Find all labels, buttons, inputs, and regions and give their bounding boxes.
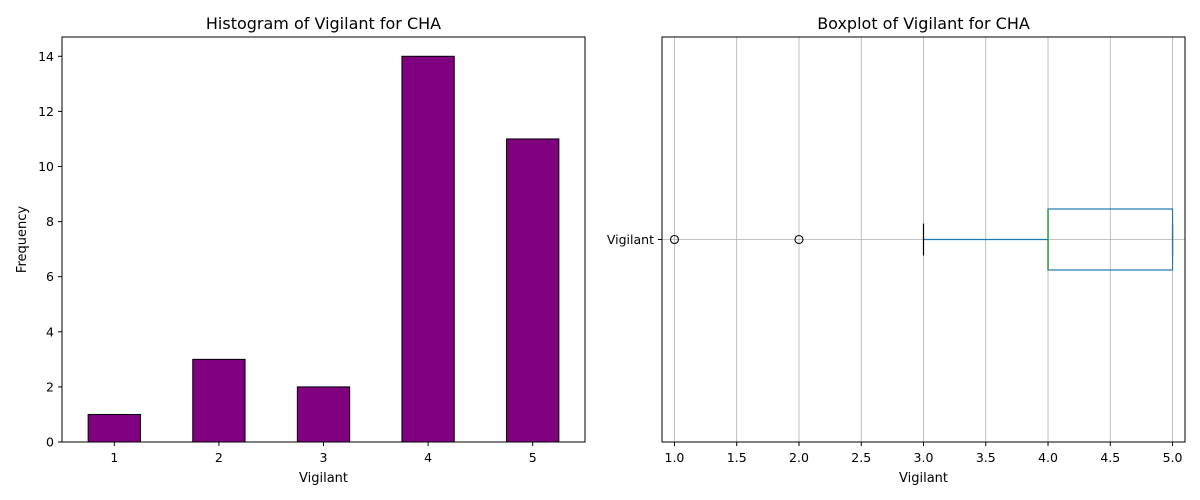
boxplot-x-tick-label: 4.5 — [1100, 450, 1120, 465]
histogram-bar — [296, 386, 351, 443]
histogram-plot-frame — [61, 36, 586, 443]
boxplot-outlier — [669, 234, 680, 245]
histogram-y-tick-label: 2 — [46, 379, 54, 394]
boxplot-x-tick-label: 1.0 — [665, 450, 685, 465]
boxplot-x-tick-label: 5.0 — [1163, 450, 1183, 465]
histogram-bars — [87, 55, 560, 443]
boxplot-body — [669, 208, 1174, 271]
boxplot-x-axis-label: Vigilant — [899, 471, 948, 486]
boxplot-x-tick-label: 2.0 — [789, 450, 809, 465]
histogram-x-tick-label: 4 — [424, 450, 432, 465]
boxplot-outlier — [794, 234, 804, 245]
histogram-y-tick-label: 14 — [38, 49, 54, 64]
boxplot-panel: Boxplot of Vigilant for CHA 1.0 1.5 2.0 2.5… — [607, 14, 1186, 486]
histogram-x-tick-label: 5 — [529, 450, 537, 465]
histogram-y-axis-label: Frequency — [15, 206, 30, 273]
boxplot-x-tick-label: 3.5 — [976, 450, 996, 465]
histogram-x-axis-label: Vigilant — [299, 471, 348, 486]
boxplot-x-ticks: 1.0 1.5 2.0 2.5 3.0 3.5 4.0 4.5 5.0 — [665, 442, 1183, 465]
histogram-y-tick-label: 12 — [38, 104, 54, 119]
boxplot-x-tick-label: 3.0 — [914, 450, 934, 465]
histogram-bar — [192, 358, 246, 443]
histogram-x-tick-label: 3 — [320, 450, 328, 465]
boxplot-y-tick-label: Vigilant — [607, 232, 654, 247]
histogram-y-ticks: 0 2 4 6 8 10 12 14 — [38, 49, 62, 450]
boxplot-x-tick-label: 1.5 — [727, 450, 747, 465]
boxplot-plot-frame — [661, 36, 1186, 443]
histogram-bar — [87, 413, 141, 443]
histogram-panel: Histogram of Vigilant for CHA 0246810121… — [15, 14, 586, 486]
boxplot-x-tick-label: 2.5 — [851, 450, 871, 465]
boxplot-x-tick-label: 4.0 — [1038, 450, 1058, 465]
histogram-y-tick-label: 4 — [46, 324, 54, 339]
histogram-bar — [401, 55, 455, 443]
histogram-title: Histogram of Vigilant for CHA — [206, 14, 441, 33]
histogram-x-ticks: 1 2 3 4 5 — [110, 442, 537, 465]
histogram-y-tick-label: 10 — [38, 159, 54, 174]
histogram-y-tick-label: 8 — [46, 214, 54, 229]
histogram-bar — [506, 138, 560, 443]
histogram-x-tick-label: 2 — [215, 450, 223, 465]
histogram-x-tick-label: 1 — [110, 450, 118, 465]
histogram-y-tick-label: 0 — [46, 435, 54, 450]
boxplot-y-ticks: Vigilant — [607, 232, 662, 247]
boxplot-title: Boxplot of Vigilant for CHA — [817, 14, 1030, 33]
histogram-y-tick-label: 6 — [46, 269, 54, 284]
